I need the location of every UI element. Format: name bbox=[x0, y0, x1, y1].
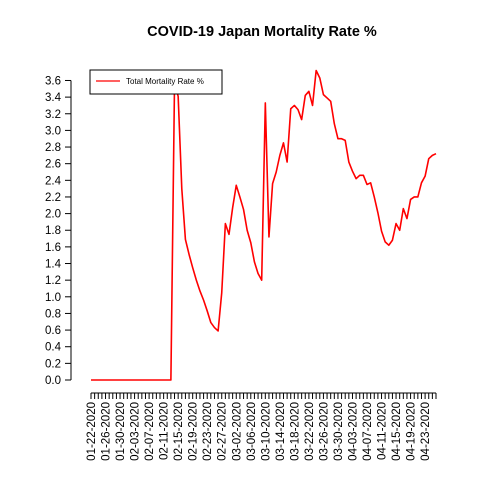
y-tick-label: 0.0 bbox=[45, 375, 61, 387]
y-tick-label: 3.6 bbox=[45, 75, 61, 87]
x-tick-label: 03-22-2020 bbox=[304, 402, 316, 461]
y-tick-label: 2.4 bbox=[45, 175, 62, 187]
x-tick-label: 03-26-2020 bbox=[318, 402, 330, 461]
legend-label: Total Mortality Rate % bbox=[126, 77, 204, 86]
legend-box bbox=[89, 69, 223, 95]
y-tick-label: 3.0 bbox=[45, 125, 61, 137]
x-tick-label: 03-02-2020 bbox=[231, 402, 243, 461]
x-tick-label: 02-03-2020 bbox=[130, 402, 142, 461]
x-tick-label: 02-07-2020 bbox=[144, 402, 156, 461]
x-tick-label: 02-23-2020 bbox=[202, 402, 214, 461]
x-tick-label: 04-15-2020 bbox=[391, 402, 403, 461]
y-tick-label: 2.6 bbox=[45, 159, 61, 171]
x-tick-label: 04-19-2020 bbox=[406, 402, 418, 461]
y-tick-label: 2.0 bbox=[45, 209, 61, 221]
x-tick-label: 03-14-2020 bbox=[275, 402, 287, 461]
y-tick-label: 1.4 bbox=[45, 259, 62, 271]
chart-title: COVID-19 Japan Mortality Rate % bbox=[147, 24, 377, 40]
series-line-total-mortality-rate bbox=[91, 69, 437, 381]
y-tick-label: 1.6 bbox=[45, 242, 61, 254]
x-axis: 01-22-2020 01-26-2020 01-30-2020 02-03-2020… bbox=[86, 392, 437, 461]
x-tick-label: 01-26-2020 bbox=[101, 402, 113, 461]
x-tick-label: 01-22-2020 bbox=[86, 402, 98, 461]
y-tick-label: 3.4 bbox=[45, 92, 62, 104]
x-tick-label: 04-03-2020 bbox=[347, 402, 359, 461]
y-tick-label: 0.4 bbox=[45, 342, 62, 354]
x-tick-label: 02-19-2020 bbox=[188, 402, 200, 461]
y-tick-label: 2.2 bbox=[45, 192, 61, 204]
y-tick-label: 1.2 bbox=[45, 275, 61, 287]
x-tick-label: 03-10-2020 bbox=[260, 402, 272, 461]
y-tick-label: 0.8 bbox=[45, 308, 61, 320]
y-tick-label: 1.0 bbox=[45, 292, 61, 304]
x-tick-label: 02-11-2020 bbox=[159, 402, 171, 460]
y-tick-label: 3.2 bbox=[45, 109, 61, 121]
plot-area bbox=[91, 69, 437, 381]
x-tick-label: 01-30-2020 bbox=[115, 402, 127, 461]
x-tick-label: 02-15-2020 bbox=[173, 402, 185, 461]
y-axis: 0.0 0.2 0.4 0.6 0.8 1.0 1.2 1.4 1.6 1.8 2.0 2.2 2.4 2… bbox=[45, 75, 72, 387]
x-tick-label: 04-23-2020 bbox=[420, 402, 432, 461]
y-tick-label: 0.6 bbox=[45, 325, 61, 337]
x-tick-label: 02-27-2020 bbox=[217, 402, 229, 461]
x-tick-label: 03-30-2020 bbox=[333, 402, 345, 461]
x-tick-label: 04-07-2020 bbox=[362, 402, 374, 461]
x-tick-label: 03-18-2020 bbox=[289, 402, 301, 461]
x-tick-label: 03-06-2020 bbox=[246, 402, 258, 461]
legend: Total Mortality Rate % bbox=[89, 69, 223, 95]
x-tick-label: 04-11-2020 bbox=[377, 402, 389, 460]
y-tick-label: 2.8 bbox=[45, 142, 61, 154]
y-tick-label: 1.8 bbox=[45, 225, 61, 237]
y-tick-label: 0.2 bbox=[45, 358, 61, 370]
